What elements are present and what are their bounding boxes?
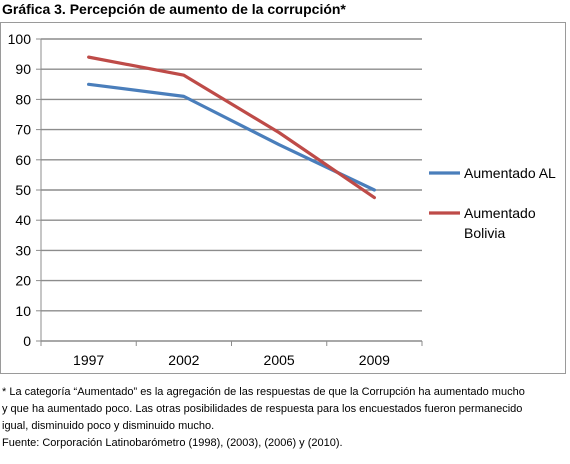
note-line: * La categoría “Aumentado” es la agregac… (2, 386, 525, 398)
y-tick-label: 0 (23, 333, 31, 349)
x-tick-label: 1997 (73, 352, 104, 368)
chart-title: Gráfica 3. Percepción de aumento de la c… (2, 1, 346, 17)
series-line (87, 82, 376, 192)
line-chart: 0 10 20 30 40 50 60 70 80 90 100 1997 2002 2005 2009 Au… (8, 31, 556, 368)
note-line: y que ha aumentado poco. Las otras posib… (2, 403, 523, 415)
series-line (87, 55, 376, 200)
y-tick-label: 100 (8, 31, 32, 47)
y-tick-label: 80 (15, 91, 31, 107)
chart-notes: * La categoría “Aumentado” es la agregac… (2, 384, 568, 452)
y-tick-label: 10 (15, 303, 31, 319)
x-tick-label: 2005 (264, 352, 295, 368)
x-tick-label: 2002 (168, 352, 199, 368)
legend-label: Aumentado AL (464, 165, 556, 181)
legend-label: Aumentado (464, 205, 536, 221)
note-line: igual, disminuido poco y disminuido much… (2, 420, 215, 432)
y-tick-label: 20 (15, 273, 31, 289)
y-tick-label: 40 (15, 212, 31, 228)
legend-label: Bolivia (464, 225, 505, 241)
x-tick-label: 2009 (359, 352, 390, 368)
y-tick-label: 30 (15, 242, 31, 258)
y-tick-label: 90 (15, 61, 31, 77)
chart-area: 0 10 20 30 40 50 60 70 80 90 100 1997 2002 2005 2009 Au… (0, 22, 566, 374)
y-tick-label: 50 (15, 182, 31, 198)
y-tick-label: 70 (15, 122, 31, 138)
source-line: Fuente: Corporación Latinobarómetro (199… (2, 437, 343, 449)
y-tick-label: 60 (15, 152, 31, 168)
